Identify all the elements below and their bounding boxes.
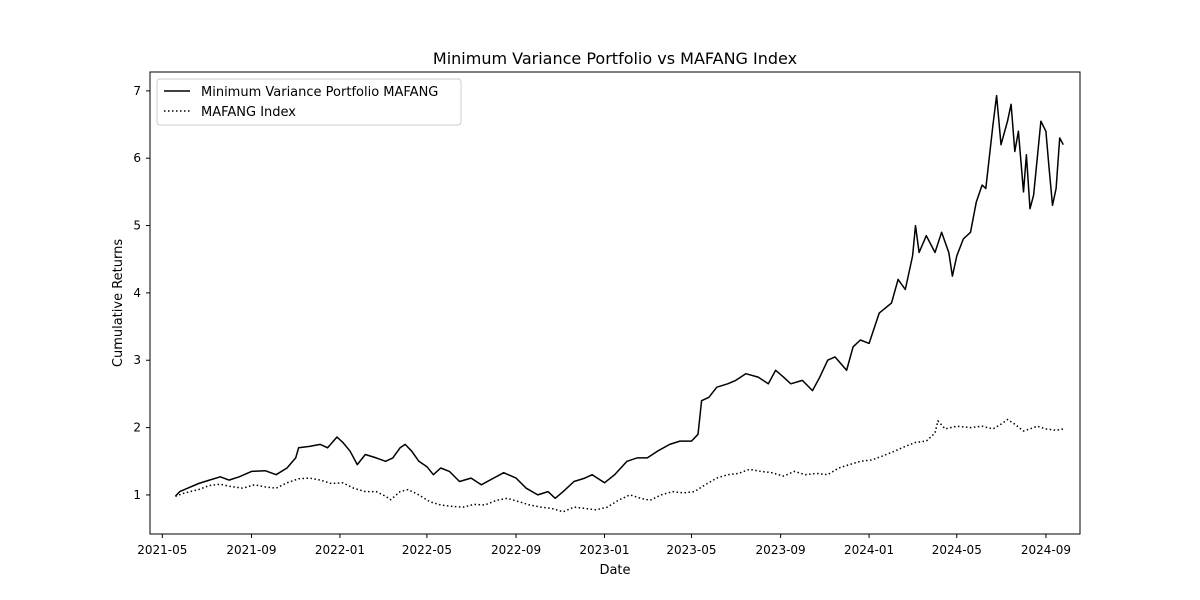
x-tick-label: 2022-09 bbox=[491, 543, 541, 557]
series-layer bbox=[174, 94, 1064, 513]
x-tick-label: 2023-01 bbox=[579, 543, 629, 557]
y-tick-label: 5 bbox=[133, 219, 141, 233]
y-tick-label: 6 bbox=[133, 151, 141, 165]
x-tick-label: 2022-05 bbox=[402, 543, 452, 557]
y-tick-label: 1 bbox=[133, 488, 141, 502]
x-tick-label: 2024-09 bbox=[1021, 543, 1071, 557]
y-axis-label: Cumulative Returns bbox=[111, 239, 126, 367]
x-tick-label: 2023-05 bbox=[666, 543, 716, 557]
x-tick-label: 2024-01 bbox=[844, 543, 894, 557]
chart-title: Minimum Variance Portfolio vs MAFANG Ind… bbox=[433, 49, 797, 68]
plot-area bbox=[149, 71, 1081, 535]
series-line-index bbox=[175, 418, 1064, 513]
x-axis: 2021-05 2021-09 2022-01 2022-05 2022-09 2023-… bbox=[137, 534, 1071, 557]
x-tick-label: 2021-09 bbox=[226, 543, 276, 557]
x-axis-label: Date bbox=[599, 563, 630, 578]
x-tick-label: 2022-01 bbox=[315, 543, 365, 557]
y-tick-label: 2 bbox=[133, 421, 141, 435]
series-line-portfolio bbox=[174, 94, 1064, 500]
legend-label-index: MAFANG Index bbox=[201, 105, 296, 120]
y-tick-label: 3 bbox=[133, 353, 141, 367]
legend-label-portfolio: Minimum Variance Portfolio MAFANG bbox=[201, 85, 438, 100]
plot-frame bbox=[149, 71, 1081, 535]
x-tick-label: 2021-05 bbox=[137, 543, 187, 557]
y-tick-label: 4 bbox=[133, 286, 141, 300]
x-tick-label: 2023-09 bbox=[756, 543, 806, 557]
legend: Minimum Variance Portfolio MAFANG MAFANG… bbox=[156, 78, 462, 126]
y-axis: 1 2 3 4 5 6 7 bbox=[133, 84, 150, 502]
legend-frame bbox=[156, 78, 462, 126]
y-tick-label: 7 bbox=[133, 84, 141, 98]
x-tick-label: 2024-05 bbox=[932, 543, 982, 557]
